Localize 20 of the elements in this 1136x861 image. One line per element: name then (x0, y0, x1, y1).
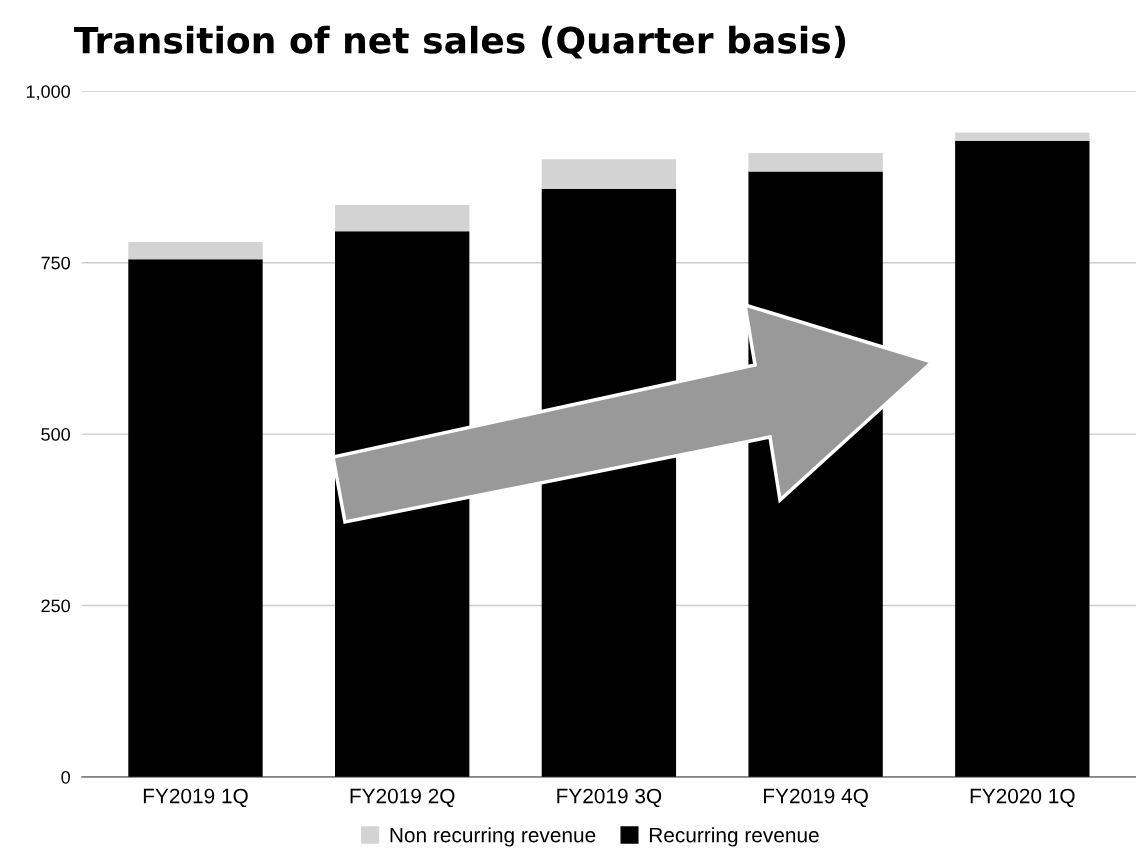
bar (128, 242, 263, 260)
bar (748, 152, 883, 172)
y-tick-label: 1,000 (26, 85, 70, 101)
x-tick-label: FY2019 3Q (557, 788, 662, 808)
chart-title: Transition of net sales (Quarter basis) (74, 25, 846, 59)
bar (128, 259, 263, 777)
bar (955, 140, 1090, 777)
legend-label: Recurring revenue (649, 827, 819, 847)
bar (955, 132, 1090, 141)
y-tick-label: 0 (61, 770, 70, 784)
x-tick-label: FY2019 1Q (143, 788, 248, 808)
legend-label: Non recurring revenue (390, 827, 596, 847)
x-tick-label: FY2019 4Q (764, 788, 868, 808)
x-tick-label: FY2020 1Q (970, 788, 1075, 808)
y-tick-label: 250 (41, 599, 70, 613)
y-tick-label: 750 (41, 256, 70, 270)
bar (541, 159, 677, 189)
x-tick-label: FY2019 2Q (350, 788, 455, 808)
bar (335, 205, 470, 232)
y-tick-label: 500 (41, 428, 70, 441)
